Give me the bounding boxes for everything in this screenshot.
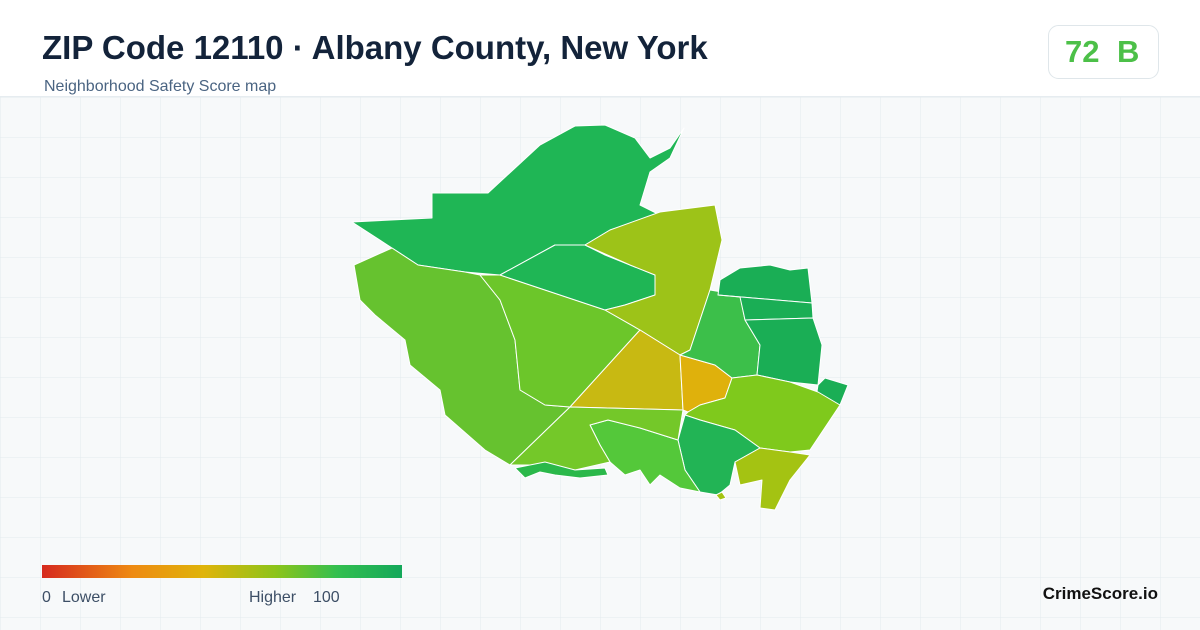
subtitle: Neighborhood Safety Score map bbox=[44, 78, 276, 95]
brand: CrimeScore.io bbox=[1043, 584, 1158, 603]
score-box bbox=[1048, 25, 1159, 79]
title: ZIP Code 12110 · Albany County, New York bbox=[42, 29, 708, 66]
legend-max: 100 bbox=[313, 589, 340, 606]
legend-max-label: Higher bbox=[249, 589, 297, 606]
legend-gradient bbox=[42, 565, 402, 578]
region bbox=[715, 491, 727, 501]
legend-min: 0 bbox=[42, 589, 51, 606]
score-value: 72 bbox=[1065, 34, 1099, 69]
score-grade: B bbox=[1117, 34, 1139, 69]
region bbox=[744, 317, 823, 386]
region bbox=[351, 124, 685, 276]
header bbox=[0, 0, 1200, 96]
region bbox=[734, 447, 811, 511]
region bbox=[514, 461, 609, 479]
zip-map bbox=[351, 124, 849, 511]
legend-min-label: Lower bbox=[62, 589, 106, 606]
